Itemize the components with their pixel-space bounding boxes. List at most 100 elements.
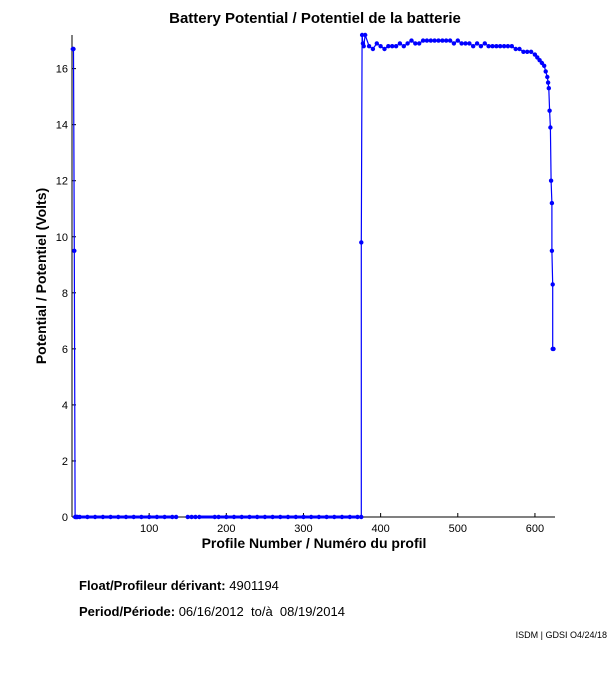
data-point: [455, 38, 460, 43]
data-point: [147, 514, 152, 520]
y-tick-label: 8: [62, 288, 68, 300]
data-point: [324, 514, 329, 520]
float-label: Float/Profileur dérivant:: [79, 578, 226, 593]
data-point: [549, 248, 555, 253]
data-point: [551, 346, 556, 352]
data-point: [224, 514, 229, 520]
data-point: [374, 41, 379, 46]
data-point: [428, 38, 433, 43]
axes: 0 2 4 6 8 10 12 14 16 100 200 300 400 500 600: [56, 35, 555, 535]
data-point: [505, 44, 511, 49]
x-tick-label: 200: [217, 523, 235, 535]
data-point: [293, 514, 298, 520]
data-point: [498, 44, 503, 49]
credit-text: ISDM | GDSI O4/24/18: [515, 630, 607, 640]
data-point: [490, 44, 495, 49]
data-point: [420, 38, 426, 43]
data-point: [212, 514, 217, 520]
data-point: [424, 38, 430, 43]
data-point: [216, 514, 221, 520]
data-point: [401, 44, 406, 49]
data-point: [85, 514, 90, 520]
data-point: [359, 514, 364, 520]
data-point: [548, 125, 553, 130]
y-tick-label: 14: [56, 120, 68, 132]
data-point: [548, 178, 554, 183]
data-series: [70, 32, 556, 520]
data-point: [174, 514, 179, 520]
x-tick-label: 500: [449, 523, 467, 535]
data-point: [549, 200, 555, 206]
data-point: [478, 44, 484, 49]
data-point: [154, 514, 160, 520]
data-point: [162, 514, 167, 520]
data-point: [509, 44, 514, 49]
data-point: [517, 46, 522, 52]
data-point: [417, 41, 422, 46]
data-point: [262, 514, 268, 520]
data-point: [513, 46, 518, 52]
data-point: [189, 514, 194, 520]
data-point: [355, 514, 360, 520]
data-point: [463, 41, 468, 46]
data-point: [139, 514, 144, 520]
float-value: 4901194: [229, 578, 279, 593]
data-point: [123, 514, 129, 520]
y-tick-label: 10: [56, 232, 68, 244]
y-tick-label: 6: [62, 344, 68, 356]
data-point: [528, 49, 534, 54]
data-point: [92, 514, 98, 520]
data-point: [339, 514, 345, 520]
data-point: [361, 44, 366, 49]
data-point: [231, 514, 237, 520]
data-point: [543, 69, 548, 74]
data-point: [72, 248, 77, 253]
data-point: [197, 514, 202, 520]
data-point: [474, 41, 480, 46]
data-point: [467, 41, 472, 46]
x-tick-label: 400: [371, 523, 389, 535]
y-tick-label: 16: [56, 64, 68, 76]
data-point: [285, 514, 291, 520]
x-tick-label: 300: [294, 523, 312, 535]
data-point: [77, 514, 82, 520]
y-tick-label: 2: [62, 456, 68, 468]
chart-title: Battery Potential / Potentiel de la batt…: [169, 10, 461, 27]
x-tick-label: 100: [140, 523, 158, 535]
data-point: [545, 80, 551, 85]
data-point: [501, 44, 507, 49]
data-point: [413, 41, 418, 46]
period-value: 06/16/2012 to/à 08/19/2014: [178, 604, 345, 619]
series-line: [72, 34, 554, 518]
data-point: [185, 514, 190, 520]
data-point: [378, 44, 383, 49]
y-tick-label: 4: [62, 400, 68, 412]
y-tick-label: 12: [56, 176, 68, 188]
data-point: [386, 44, 391, 49]
data-point: [432, 38, 437, 43]
data-point: [397, 41, 403, 46]
data-point: [459, 41, 464, 46]
data-point: [451, 41, 457, 46]
data-point: [347, 514, 352, 520]
y-axis-label: Potential / Potentiel (Volts): [33, 188, 49, 364]
data-point: [332, 514, 337, 520]
data-point: [116, 514, 121, 520]
data-point: [247, 514, 252, 520]
data-point: [444, 38, 449, 43]
data-point: [316, 514, 322, 520]
period-info: Period/Période: 06/16/2012 to/à 08/19/20…: [79, 604, 345, 619]
data-point: [547, 108, 552, 113]
data-point: [108, 514, 113, 520]
data-point: [366, 44, 372, 49]
data-point: [359, 32, 365, 38]
data-point: [486, 44, 491, 49]
y-tick-label: 0: [62, 512, 68, 524]
data-point: [309, 514, 314, 520]
data-point: [370, 46, 376, 52]
x-axis-label: Profile Number / Numéro du profil: [202, 535, 427, 551]
data-point: [193, 514, 198, 520]
data-point: [255, 514, 260, 520]
data-point: [359, 240, 364, 245]
data-point: [382, 46, 387, 52]
